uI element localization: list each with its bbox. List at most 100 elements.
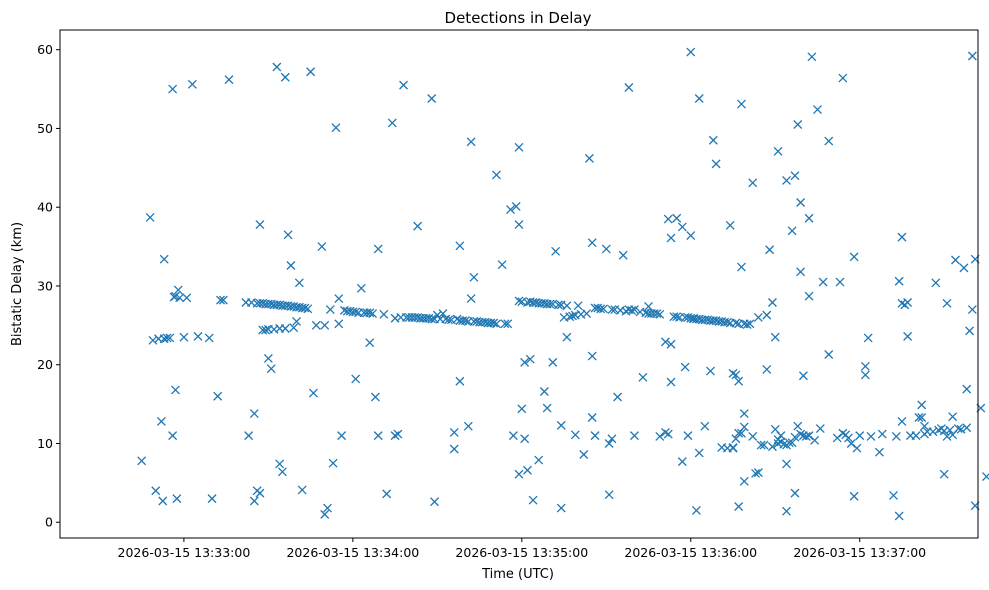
data-point [677, 457, 687, 467]
data-point [917, 413, 927, 422]
data-point [545, 299, 555, 309]
y-tick-label: 0 [45, 515, 53, 530]
data-point [655, 309, 665, 319]
data-point [280, 72, 290, 82]
data-point [694, 94, 704, 103]
data-point [939, 469, 949, 479]
data-point [607, 305, 617, 315]
data-point [300, 303, 310, 313]
data-point [452, 314, 462, 324]
data-point [728, 368, 738, 378]
data-point [874, 447, 884, 457]
data-point [244, 431, 254, 441]
data-point [351, 307, 361, 317]
data-point [382, 489, 392, 499]
data-point [962, 423, 972, 433]
data-point [514, 220, 524, 229]
data-point [739, 476, 749, 486]
data-point [193, 331, 203, 341]
data-point [266, 364, 276, 374]
data-point [587, 238, 597, 248]
data-point [737, 99, 746, 109]
data-point [903, 298, 913, 307]
data-point [790, 432, 800, 442]
data-point [959, 263, 969, 273]
data-point [798, 371, 808, 381]
data-point [520, 357, 530, 367]
data-point [965, 326, 975, 336]
data-point [951, 255, 960, 265]
data-point [677, 222, 687, 232]
data-point [278, 467, 287, 477]
data-point [514, 142, 524, 152]
data-point [782, 506, 791, 516]
data-point [627, 305, 637, 315]
data-point [356, 283, 366, 293]
data-point [393, 429, 403, 439]
data-point [734, 502, 744, 511]
data-point [455, 376, 465, 386]
data-point [579, 450, 589, 459]
y-axis: 0 10 20 30 40 50 60 [37, 42, 60, 530]
y-tick-label: 20 [37, 357, 53, 372]
data-point [731, 318, 741, 328]
data-point [562, 301, 572, 311]
data-point [787, 226, 797, 236]
data-point [787, 438, 797, 448]
data-point [365, 338, 375, 348]
data-point [525, 354, 535, 364]
data-point [573, 301, 583, 311]
data-point [672, 312, 682, 322]
data-point [815, 424, 825, 433]
data-point [917, 400, 927, 410]
data-point [711, 159, 721, 169]
data-point [891, 431, 901, 441]
data-point [663, 214, 673, 224]
data-point [962, 384, 972, 394]
data-point [508, 431, 518, 441]
data-point [370, 392, 380, 402]
data-point [427, 314, 437, 324]
data-point [492, 170, 501, 180]
data-point [739, 422, 749, 432]
y-axis-label: Bistatic Delay (km) [10, 222, 25, 346]
data-point [742, 320, 752, 330]
data-point [317, 242, 327, 252]
data-point [776, 431, 786, 441]
data-point [368, 309, 378, 318]
data-point [945, 425, 955, 435]
data-point [306, 67, 316, 77]
data-point [804, 213, 814, 223]
data-point [604, 439, 614, 448]
data-point [182, 293, 192, 303]
data-point [728, 442, 738, 452]
data-point [790, 488, 800, 498]
x-axis-label: Time (UTC) [481, 567, 554, 582]
data-point [624, 83, 634, 92]
data-point [759, 440, 769, 450]
data-point [323, 503, 332, 513]
data-point [835, 277, 845, 287]
data-point [179, 332, 189, 342]
data-point [500, 319, 510, 329]
data-point [849, 491, 859, 501]
data-point [683, 431, 693, 441]
data-point [694, 448, 704, 458]
data-point [568, 311, 577, 321]
x-axis: 2026-03-15 13:33:00 2026-03-15 13:34:00 20… [118, 538, 926, 560]
data-point [644, 301, 653, 311]
data-point [517, 404, 527, 414]
data-point [283, 230, 293, 240]
data-point [655, 431, 665, 441]
data-point [804, 291, 814, 301]
data-point [680, 362, 690, 372]
data-point [590, 431, 600, 441]
data-point [686, 231, 696, 241]
data-point [432, 310, 442, 320]
data-point [286, 261, 296, 270]
chart-title: Detections in Delay [445, 9, 592, 27]
data-point [731, 370, 741, 380]
data-point [981, 472, 989, 482]
data-point [331, 123, 341, 133]
data-point [686, 47, 696, 57]
